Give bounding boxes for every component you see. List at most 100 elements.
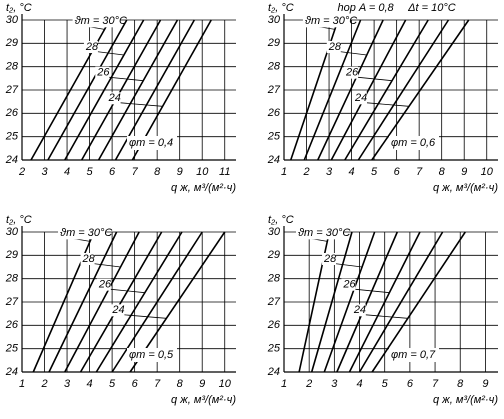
x-tick-label: 4 [349,166,355,178]
iso-line [310,231,353,373]
x-tick-label: 3 [331,378,338,390]
x-tick-label: 10 [196,166,209,178]
x-tick-label: 10 [219,378,232,390]
iso-line [79,231,163,373]
label-bg [72,15,121,28]
label-bg [83,41,98,53]
leader-line [103,76,144,82]
y-tick-label: 29 [5,249,18,261]
label-bg [106,92,121,105]
x-tick-label: 2 [302,166,309,178]
panel: 24 25 26 27 28 29 30 1 2 3 4 5 6 7 8 9 t₂, °C q ж, м³/(м²… [267,214,499,406]
panel: 24 25 26 27 28 29 30 1 2 3 4 5 6 7 8 9 10 t₂, °C q ж, м³/(… [5,214,237,406]
x-tick-label: 9 [482,378,488,390]
label-bg [110,304,125,317]
y-tick-label: 24 [5,366,18,378]
series-label: 24 [354,92,367,104]
x-tick-label: 1 [281,378,287,390]
x-tick-label: 6 [407,378,414,390]
iso-line [64,231,140,373]
y-axis-label: t₂, °C [268,2,294,14]
annotation: φт = 0,4 [129,137,173,149]
iso-line [64,19,145,161]
series-label: ϑт = 30°C [75,15,127,27]
label-bg [58,227,107,240]
y-tick-label: 28 [267,273,281,285]
x-tick-label: 11 [219,166,230,178]
x-tick-label: 9 [461,166,467,178]
y-axis-label: t₂, °C [6,214,32,226]
iso-line [336,231,399,373]
y-tick-label: 30 [6,226,19,238]
y-tick-label: 28 [267,61,281,73]
x-axis-label: q ж, м³/(м²·ч) [171,394,236,406]
x-tick-label: 5 [382,378,389,390]
x-tick-label: 8 [177,378,184,390]
x-tick-label: 6 [132,378,139,390]
leader-line [359,313,408,319]
series-label: 28 [323,253,337,265]
iso-line [317,19,384,161]
x-tick-label: 5 [109,378,116,390]
series-label: 26 [98,279,112,291]
series-label: 28 [328,41,342,53]
series-label: 24 [111,304,124,316]
iso-line [357,19,450,161]
y-tick-label: 30 [268,14,281,26]
x-tick-label: 5 [87,166,94,178]
y-tick-label: 27 [5,296,19,308]
annotation: φт = 0,6 [391,137,436,149]
x-tick-label: 5 [371,166,378,178]
series-label: ϑт = 30°C [298,227,350,239]
annotation-bg [127,136,177,150]
y-tick-label: 25 [5,343,19,355]
iso-line [371,19,470,161]
x-tick-label: 7 [416,166,423,178]
x-tick-label: 8 [439,166,446,178]
iso-line [303,19,362,161]
x-tick-label: 9 [177,166,183,178]
series-label: 28 [85,41,99,53]
x-tick-label: 2 [40,378,47,390]
iso-line [358,231,444,373]
x-tick-label: 2 [18,166,25,178]
x-tick-label: 10 [481,166,494,178]
y-tick-label: 26 [5,107,19,119]
leader-line [360,101,410,107]
annotation: φт = 0,7 [391,349,436,361]
y-tick-label: 28 [5,273,19,285]
series-label: 26 [96,67,110,79]
series-label: 26 [345,67,359,79]
iso-line [330,19,407,161]
y-tick-label: 30 [6,14,19,26]
x-tick-label: 7 [432,378,439,390]
iso-line [323,231,376,373]
y-tick-label: 28 [5,61,19,73]
annotation: hор A = 0,8 [338,2,395,14]
annotation-bg [127,348,177,362]
iso-line [344,19,429,161]
label-bg [96,278,111,291]
x-tick-label: 4 [64,166,70,178]
x-tick-label: 1 [19,378,25,390]
iso-line [95,231,183,373]
label-bg [302,15,351,28]
series-label: ϑт = 30°C [60,227,112,239]
label-bg [352,92,367,105]
panel: 24 25 26 27 28 29 30 1 2 3 4 5 6 7 8 9 10 t₂, °C q ж, м³/(… [267,2,499,194]
series-label: ϑт = 30°C [305,15,357,27]
y-tick-label: 25 [267,131,281,143]
annotation: Δt = 10°C [407,2,456,14]
x-tick-label: 3 [41,166,48,178]
y-tick-label: 26 [267,107,281,119]
y-tick-label: 27 [267,84,281,96]
x-axis-label: q ж, м³/(м²·ч) [433,394,498,406]
leader-line [104,288,145,294]
annotation-bg [389,348,439,362]
label-bg [95,66,110,79]
x-tick-label: 3 [326,166,333,178]
series-label: 26 [342,279,356,291]
iso-line [47,19,128,161]
iso-line [48,231,118,373]
